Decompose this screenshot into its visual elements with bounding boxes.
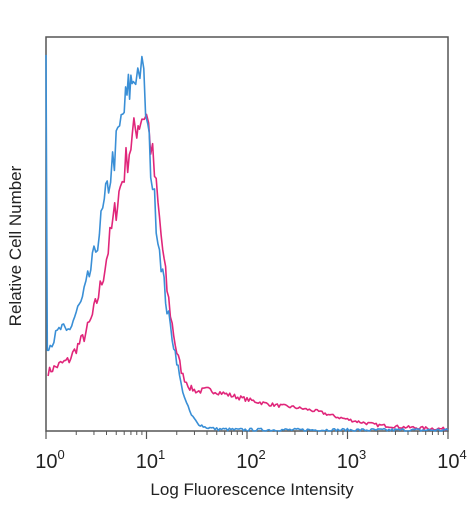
series-line-blue (45, 54, 449, 432)
x-tick-label: 103 (337, 447, 366, 473)
plot-frame (45, 36, 449, 432)
series-line-magenta (47, 113, 449, 432)
y-axis-label: Relative Cell Number (6, 165, 25, 326)
x-tick-label: 102 (236, 447, 265, 473)
series-layer (45, 54, 449, 432)
x-tick-layer: 100 101 102 103 104 (35, 431, 467, 473)
x-tick-label: 101 (136, 447, 165, 473)
x-axis-label: Log Fluorescence Intensity (150, 480, 354, 499)
x-tick-label: 100 (35, 447, 64, 473)
x-tick-label: 104 (437, 447, 466, 473)
